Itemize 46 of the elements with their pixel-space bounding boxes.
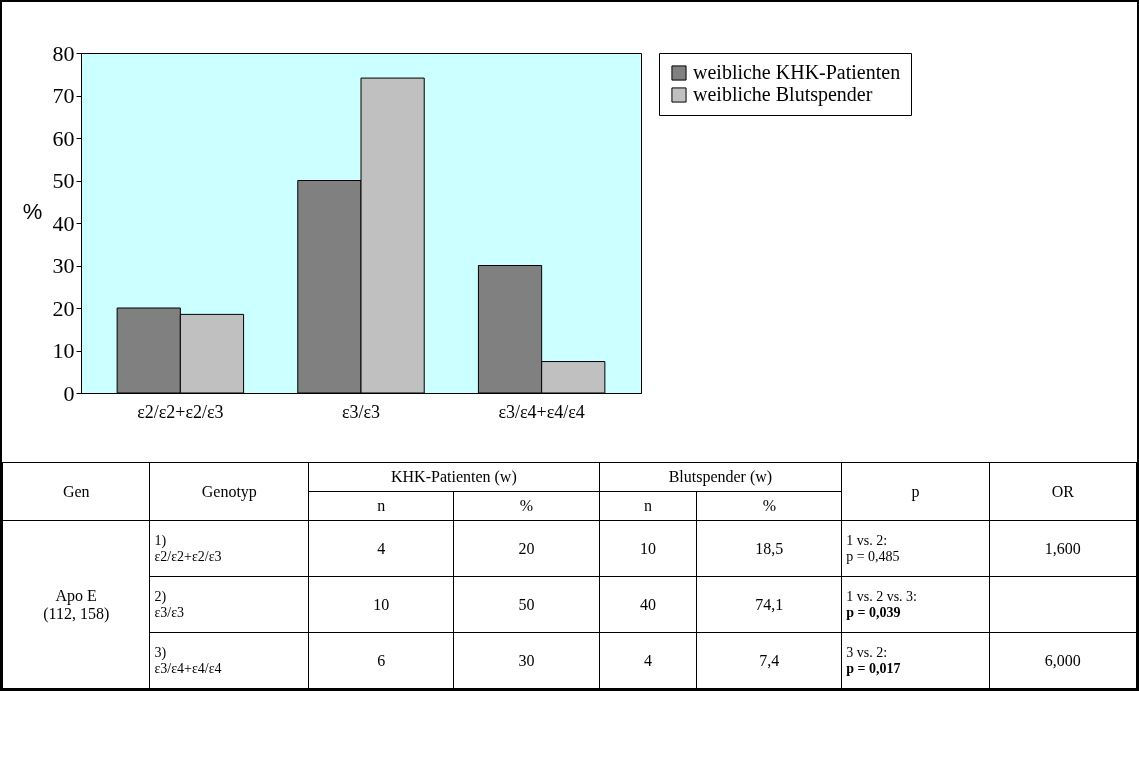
y-tick-label: 40 xyxy=(52,210,75,236)
y-tick-label: 80 xyxy=(52,40,75,66)
text: 4 xyxy=(308,520,454,577)
text: 10 xyxy=(308,576,454,633)
text: 6 xyxy=(308,632,454,689)
text: 50 xyxy=(453,576,600,633)
text: 1 vs. 2: p = 0,485 xyxy=(841,520,990,577)
text: 1 vs. 2 vs. 3: p = 0,039 xyxy=(841,576,990,633)
text: n xyxy=(643,497,652,514)
text: Blutspender (w) xyxy=(599,462,842,492)
text: 6,000 xyxy=(989,632,1137,689)
text: 3 vs. 2: p = 0,017 xyxy=(841,632,990,689)
text: n xyxy=(308,491,454,521)
y-tick-label: 50 xyxy=(52,168,75,193)
x-tick-label: ε3/ε3 xyxy=(341,401,381,422)
text: 40 xyxy=(599,576,697,633)
text: 10 xyxy=(599,520,697,577)
y-tick-label: 60 xyxy=(52,125,75,151)
y-tick-label: 10 xyxy=(52,338,75,363)
y-tick-label: 70 xyxy=(52,83,75,108)
text: 74,1 xyxy=(696,576,842,633)
x-tick-label: ε2/ε2+ε2/ε3 xyxy=(137,401,224,422)
legend-label: weibliche Blutspender xyxy=(693,83,873,106)
text: 4 xyxy=(599,632,697,689)
text: p xyxy=(841,462,990,521)
text: 20 xyxy=(453,520,600,577)
x-tick-label: ε3/ε4+ε4/ε4 xyxy=(498,401,585,422)
text: 1,600 xyxy=(989,520,1137,577)
text: KHK-Patienten (w) xyxy=(308,462,600,492)
text: 7,4 xyxy=(696,632,842,689)
text: Gen xyxy=(2,462,150,521)
text: OR xyxy=(989,462,1137,521)
y-tick-label: 0 xyxy=(63,380,75,406)
y-axis-title: % xyxy=(22,198,43,224)
text: Genotyp xyxy=(149,462,309,521)
y-tick-label: 30 xyxy=(52,253,75,278)
text: % xyxy=(762,497,776,514)
text: % xyxy=(453,491,600,521)
text: 3) ε3/ε4+ε4/ε4 xyxy=(149,632,309,689)
text: 30 xyxy=(453,632,600,689)
legend-label: weibliche KHK-Patienten xyxy=(693,61,901,83)
y-tick-label: 20 xyxy=(52,295,75,321)
text: Apo E (112, 158) xyxy=(2,520,150,689)
text: 2) ε3/ε3 xyxy=(149,576,309,633)
text: 18,5 xyxy=(696,520,842,577)
text: 1) ε2/ε2+ε2/ε3 xyxy=(149,520,309,577)
